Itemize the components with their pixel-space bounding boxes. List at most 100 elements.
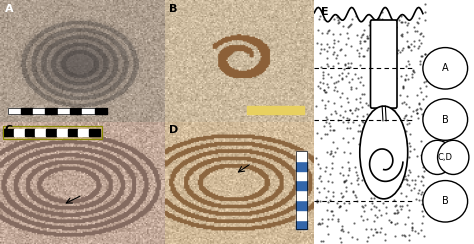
Point [352,14,360,18]
Point [367,207,375,211]
Point [405,45,413,49]
Point [356,41,364,45]
Point [360,161,368,165]
Point [312,156,319,160]
Point [334,89,341,93]
Point [337,204,344,208]
Point [405,61,412,65]
Point [410,68,417,72]
Point [398,48,406,51]
Point [399,233,406,237]
Point [392,165,400,169]
Point [374,125,382,129]
Point [402,64,410,68]
Point [346,201,353,205]
Point [334,20,341,24]
Point [338,195,346,199]
Point [418,192,425,196]
Point [413,154,421,158]
Point [318,65,325,69]
Point [410,186,417,190]
Point [411,229,419,233]
Point [375,16,383,20]
Point [374,45,382,49]
Point [331,109,339,113]
Point [334,39,342,43]
Point [359,218,366,222]
Point [371,214,379,217]
Point [330,88,338,92]
Point [392,146,400,150]
Point [315,176,323,180]
Point [357,160,365,163]
Point [394,48,402,52]
Point [321,90,329,94]
Point [419,214,427,218]
Point [408,228,416,232]
Point [396,138,403,142]
Point [356,5,364,9]
Point [372,183,380,187]
Point [373,230,381,234]
Bar [36,129,46,136]
Point [413,112,421,115]
Point [372,17,380,21]
Point [397,184,404,188]
Point [364,235,372,239]
Point [400,84,407,88]
Point [341,150,348,154]
Point [356,100,364,104]
Point [342,189,350,193]
Ellipse shape [423,99,468,140]
Point [404,44,412,48]
Point [369,51,377,54]
Point [323,117,330,121]
Text: A: A [5,4,14,14]
Bar [3,126,102,139]
Point [326,124,334,128]
Point [396,93,404,97]
Point [344,140,351,144]
Bar [247,106,304,114]
Point [408,226,416,230]
Point [381,119,389,122]
Point [354,182,362,186]
Point [352,171,360,174]
Point [415,16,423,20]
Point [326,198,334,202]
Point [359,205,367,209]
Point [364,170,372,174]
Point [371,61,378,65]
Point [403,178,410,182]
Point [324,29,331,33]
Point [318,98,325,102]
Point [370,62,378,66]
Point [317,179,325,183]
Point [386,30,394,34]
Point [367,196,374,200]
Point [337,48,344,52]
Point [346,65,354,69]
Point [401,78,409,82]
Point [322,120,330,124]
Bar [25,129,36,136]
Point [386,152,394,155]
Point [416,62,423,66]
Point [328,209,336,213]
Point [391,163,399,167]
Point [319,73,327,77]
Point [351,72,359,76]
Point [327,210,335,214]
Point [323,132,331,136]
Point [349,136,356,140]
Point [347,87,355,91]
Point [380,39,387,43]
Point [334,61,342,65]
Point [422,79,430,83]
Point [338,71,346,74]
Point [380,172,388,176]
Point [408,75,416,79]
Point [363,148,371,152]
Point [402,102,410,106]
Point [420,169,428,173]
